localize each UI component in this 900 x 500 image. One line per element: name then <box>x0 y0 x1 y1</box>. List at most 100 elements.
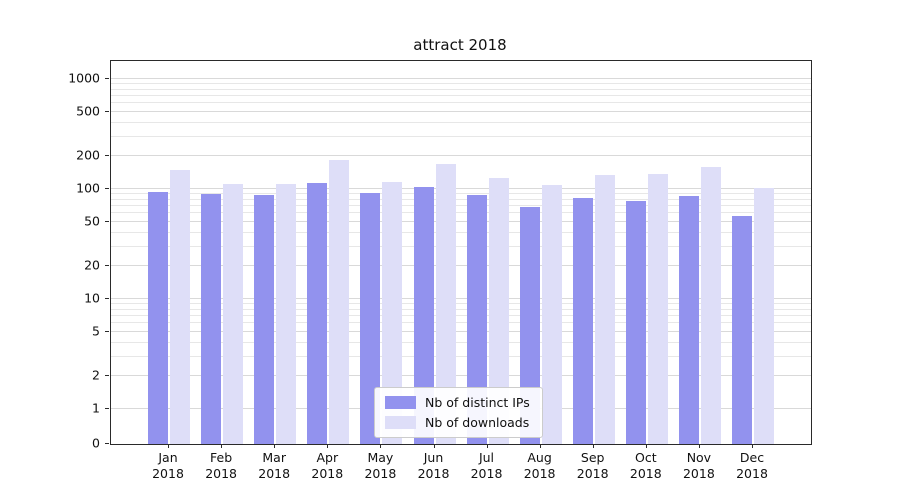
bar-distinct-ips <box>678 195 699 444</box>
gridline <box>111 121 811 123</box>
x-tick-label: Jul 2018 <box>470 450 503 481</box>
y-tick-mark <box>105 374 109 376</box>
legend-item-ips: Nb of distinct IPs <box>385 395 530 410</box>
y-tick-label: 500 <box>76 103 100 119</box>
y-tick-mark <box>105 331 109 333</box>
gridline <box>111 221 811 223</box>
chart-title: attract 2018 <box>413 36 507 54</box>
gridline <box>111 331 811 333</box>
bar-downloads <box>329 159 350 444</box>
y-tick-mark <box>105 443 109 444</box>
bar-distinct-ips <box>466 195 487 444</box>
x-tick-label: May 2018 <box>364 450 397 481</box>
legend-swatch-ips <box>385 396 416 409</box>
plot-area: Nb of distinct IPs Nb of downloads <box>110 60 812 445</box>
x-tick-label: Aug 2018 <box>523 450 556 481</box>
bar-distinct-ips <box>201 194 222 444</box>
x-tick-label: Apr 2018 <box>311 450 344 481</box>
gridline <box>111 298 811 299</box>
y-tick-label: 0 <box>92 435 100 451</box>
x-tick-mark <box>274 444 276 448</box>
gridline <box>111 341 811 343</box>
x-tick-label: Nov 2018 <box>682 450 715 481</box>
gridline <box>111 95 811 96</box>
y-tick-label: 50 <box>84 213 100 229</box>
y-tick-label: 20 <box>84 257 100 273</box>
y-tick-mark <box>105 188 109 189</box>
gridline <box>111 193 811 194</box>
bar-downloads <box>170 169 190 444</box>
gridline <box>111 322 811 324</box>
bar-downloads <box>382 182 403 444</box>
bar-distinct-ips <box>360 193 381 444</box>
y-tick-mark <box>105 154 109 156</box>
y-tick-mark <box>105 78 109 79</box>
x-tick-mark <box>592 444 594 448</box>
gridline <box>111 264 811 266</box>
y-tick-label: 1 <box>92 400 100 416</box>
gridline <box>111 83 811 84</box>
x-tick-mark <box>380 444 382 448</box>
y-tick-mark <box>105 111 109 113</box>
bar-downloads <box>541 185 562 444</box>
bar-distinct-ips <box>413 186 434 444</box>
y-tick-mark <box>105 221 109 223</box>
y-tick-mark <box>105 298 109 299</box>
legend-swatch-downloads <box>385 416 416 429</box>
x-tick-mark <box>486 444 488 448</box>
bar-downloads <box>488 178 509 444</box>
bar-downloads <box>435 163 456 444</box>
gridline <box>111 315 811 316</box>
legend: Nb of distinct IPs Nb of downloads <box>374 387 543 438</box>
bar-downloads <box>594 175 615 444</box>
bar-distinct-ips <box>572 197 593 444</box>
bar-distinct-ips <box>519 207 540 444</box>
bar-downloads <box>647 174 668 444</box>
x-tick-mark <box>433 444 435 448</box>
gridline <box>111 308 811 310</box>
gridline <box>111 88 811 90</box>
legend-label-ips: Nb of distinct IPs <box>425 395 530 410</box>
bar-distinct-ips <box>148 191 168 444</box>
gridline <box>111 102 811 104</box>
bar-downloads <box>223 184 244 444</box>
y-tick-label: 5 <box>92 323 100 339</box>
x-tick-mark <box>752 444 753 448</box>
x-tick-mark <box>221 444 223 448</box>
gridline <box>111 111 811 113</box>
gridline <box>111 198 811 200</box>
x-tick-label: Jun 2018 <box>417 450 450 481</box>
x-tick-label: Dec 2018 <box>736 450 768 481</box>
gridline <box>111 303 811 304</box>
gridline <box>111 205 811 206</box>
y-tick-mark <box>105 264 109 266</box>
legend-label-downloads: Nb of downloads <box>425 415 530 430</box>
x-tick-mark <box>645 444 647 448</box>
bar-distinct-ips <box>732 215 752 444</box>
y-tick-label: 10 <box>84 290 100 306</box>
legend-item-downloads: Nb of downloads <box>385 415 530 430</box>
x-tick-label: Jan 2018 <box>152 450 184 481</box>
gridline <box>111 135 811 137</box>
y-tick-label: 2 <box>92 367 100 383</box>
y-tick-label: 200 <box>76 147 100 163</box>
y-tick-label: 1000 <box>68 70 100 86</box>
gridline <box>111 231 811 233</box>
bar-distinct-ips <box>307 183 328 444</box>
x-tick-label: Sep 2018 <box>576 450 609 481</box>
bar-distinct-ips <box>254 195 275 444</box>
x-tick-mark <box>539 444 541 448</box>
gridline <box>111 374 811 376</box>
y-tick-mark <box>105 408 109 409</box>
gridline <box>111 78 811 79</box>
x-tick-mark <box>327 444 329 448</box>
x-tick-mark <box>698 444 700 448</box>
x-tick-label: Mar 2018 <box>258 450 291 481</box>
bar-downloads <box>276 183 297 444</box>
gridline <box>111 212 811 214</box>
gridline <box>111 188 811 189</box>
x-tick-mark <box>168 444 169 448</box>
y-tick-label: 100 <box>76 180 100 196</box>
x-tick-label: Feb 2018 <box>205 450 237 481</box>
